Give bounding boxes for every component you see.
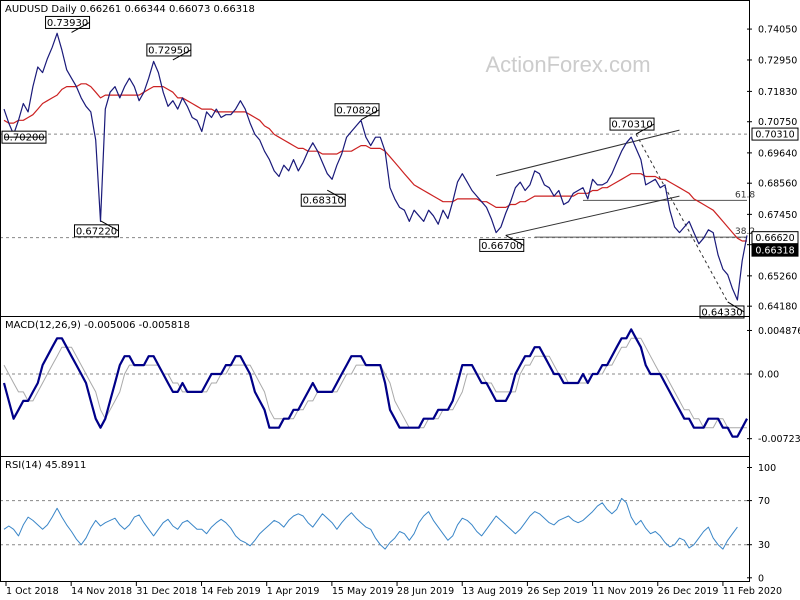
watermark-text: ActionForex.com <box>485 52 650 77</box>
chart-frame <box>0 0 750 582</box>
level-connector <box>635 123 655 135</box>
macd-title: MACD(12,26,9) -0.005006 -0.005818 <box>5 320 190 331</box>
ohlc-values: 0.66261 0.66344 0.66073 0.66318 <box>79 4 255 15</box>
rsi-tick-label: 70 <box>758 496 770 507</box>
price-tag-box <box>751 243 799 257</box>
level-label: 0.67220 <box>76 226 117 237</box>
x-tick-label: 14 Nov 2018 <box>71 586 132 597</box>
level-connector <box>360 109 380 121</box>
level-label: 0.68310 <box>303 196 344 207</box>
macd-tick-label: -0.007232 <box>758 434 800 445</box>
level-label: 0.70310 <box>611 120 652 131</box>
macd-tick-label: 0.004876 <box>758 326 800 337</box>
price-panel: 61.8 38.2 0.73930 0.72950 0.70200 0.67220 0.70… <box>0 15 755 319</box>
level-label: 0.64330 <box>701 307 742 318</box>
price-tag: 0.70310 <box>755 130 794 141</box>
x-tick-label: 31 Dec 2018 <box>136 586 197 597</box>
x-tick-label: 1 Oct 2018 <box>6 586 59 597</box>
level-connector <box>505 234 525 246</box>
x-tick-label: 1 Apr 2019 <box>267 586 320 597</box>
level-connector <box>71 22 90 33</box>
channel-upper <box>495 129 680 177</box>
x-tick-label: 28 Jun 2019 <box>397 586 454 597</box>
level-label: 0.70820 <box>336 105 377 116</box>
price-tick-label: 0.69640 <box>758 148 797 159</box>
x-tick-label: 26 Dec 2019 <box>658 586 719 597</box>
sma-line <box>3 83 747 242</box>
level-connector <box>327 189 346 201</box>
rsi-tick-label: 30 <box>758 540 770 551</box>
channel-lower <box>505 195 680 236</box>
rsi-line <box>3 497 738 550</box>
price-tick-label: 0.72950 <box>758 55 797 66</box>
x-tick-label: 26 Sep 2019 <box>527 586 587 597</box>
x-tick-label: 11 Nov 2019 <box>593 586 654 597</box>
price-tag: 0.66620 <box>755 233 794 244</box>
price-tick-label: 0.68560 <box>758 179 797 190</box>
chart-header: AUDUSD Daily 0.66261 0.66344 0.66073 0.6… <box>5 4 255 15</box>
level-connector <box>727 301 745 313</box>
x-tick-label: 14 Feb 2019 <box>202 586 261 597</box>
rsi-tick-label: 100 <box>758 463 776 474</box>
price-tick-label: 0.65260 <box>758 271 797 282</box>
level-label: 0.72950 <box>148 45 189 56</box>
level-label: 0.70200 <box>3 133 44 144</box>
price-tick-label: 0.70750 <box>758 117 797 128</box>
x-tick-label: 11 Feb 2020 <box>723 586 782 597</box>
price-tag: 0.66318 <box>755 246 794 257</box>
price-line <box>3 32 748 301</box>
price-tick-label: 0.64180 <box>758 302 797 313</box>
price-tick-label: 0.71830 <box>758 87 797 98</box>
symbol-label: AUDUSD Daily <box>5 4 77 15</box>
level-label: 0.66700 <box>481 241 522 252</box>
price-tick-label: 0.74050 <box>758 25 797 36</box>
macd-line <box>2 328 748 438</box>
fib-label: 61.8 <box>735 190 755 200</box>
level-connector <box>172 49 192 61</box>
x-tick-label: 13 Aug 2019 <box>462 586 523 597</box>
projection-line <box>635 133 729 303</box>
fib-label: 38.2 <box>735 227 755 237</box>
rsi-panel <box>0 497 747 550</box>
x-tick-label: 15 May 2019 <box>332 586 394 597</box>
price-tag-box <box>751 127 799 141</box>
level-connector <box>100 220 119 232</box>
rsi-tick-label: 0 <box>758 573 764 584</box>
rsi-title: RSI(14) 45.8911 <box>5 460 87 471</box>
level-label: 0.73930 <box>47 18 88 29</box>
macd-tick-label: 0.00 <box>758 370 779 381</box>
price-tick-label: 0.67450 <box>758 210 797 221</box>
macd-panel <box>0 328 748 438</box>
